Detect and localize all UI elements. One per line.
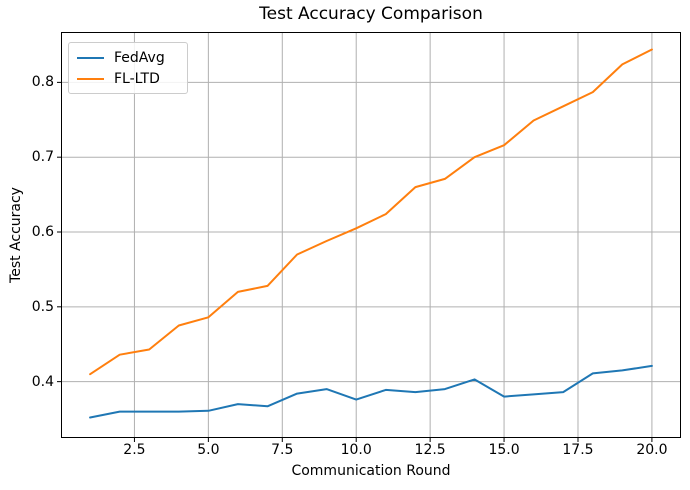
line-chart-canvas bbox=[57, 33, 680, 442]
fedavg-line-swatch bbox=[77, 56, 104, 59]
legend: FedAvg FL-LTD bbox=[68, 42, 188, 94]
x-tick-label: 15.0 bbox=[488, 442, 520, 458]
y-tick-label: 0.8 bbox=[31, 74, 54, 91]
flltd-line-swatch bbox=[77, 77, 104, 80]
x-tick-label: 20.0 bbox=[636, 442, 668, 458]
y-tick-label: 0.7 bbox=[31, 149, 54, 166]
x-tick-label: 12.5 bbox=[414, 442, 446, 458]
x-tick-label: 10.0 bbox=[340, 442, 372, 458]
legend-label-flltd: FL-LTD bbox=[114, 70, 160, 87]
x-tick-label: 5.0 bbox=[197, 442, 220, 458]
legend-entry-fedavg: FedAvg bbox=[77, 47, 177, 68]
legend-entry-flltd: FL-LTD bbox=[77, 68, 177, 89]
y-tick-label: 0.6 bbox=[31, 224, 54, 240]
y-tick-label: 0.4 bbox=[31, 373, 54, 390]
plot-area: FedAvg FL-LTD bbox=[57, 32, 681, 442]
x-tick-label: 2.5 bbox=[123, 442, 146, 458]
legend-label-fedavg: FedAvg bbox=[114, 49, 165, 66]
y-tick-label: 0.5 bbox=[31, 298, 54, 315]
x-axis-label: Communication Round bbox=[291, 463, 451, 479]
chart-title: Test Accuracy Comparison bbox=[259, 4, 483, 24]
x-tick-label: 17.5 bbox=[562, 442, 594, 458]
series-line-fl-ltd bbox=[89, 48, 653, 376]
x-tick-label: 7.5 bbox=[271, 442, 294, 458]
series-line-fedavg bbox=[89, 364, 653, 419]
